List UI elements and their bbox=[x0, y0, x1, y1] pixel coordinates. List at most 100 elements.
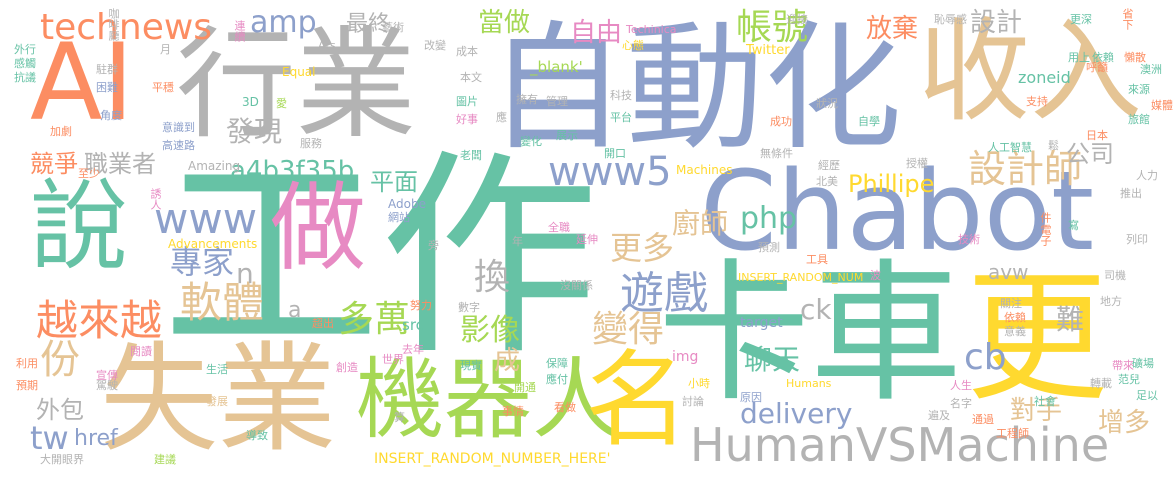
word: 無條件 bbox=[760, 147, 793, 160]
word: 轉載 bbox=[1090, 377, 1112, 390]
word: INSERT_RANDOM_NUM bbox=[738, 271, 864, 284]
word: 世界 bbox=[382, 353, 404, 366]
word: 人生 bbox=[950, 379, 972, 392]
word: 卡車 bbox=[658, 245, 962, 422]
word: delivery bbox=[740, 397, 853, 430]
word: 推出 bbox=[1120, 187, 1142, 200]
word: _blank' bbox=[530, 58, 583, 76]
word: 成功 bbox=[770, 115, 792, 128]
word: 迎接 bbox=[786, 13, 808, 26]
word: 寫 bbox=[1068, 219, 1079, 232]
word: 呼籲 bbox=[1086, 61, 1108, 74]
word: 人工智慧 bbox=[988, 141, 1032, 154]
word: www5 bbox=[548, 149, 672, 195]
word: 意識到 bbox=[162, 121, 195, 134]
word: Techinica bbox=[626, 23, 677, 36]
word: 駕駛 bbox=[96, 379, 118, 392]
word: 失業 bbox=[100, 330, 337, 468]
word: 年 bbox=[512, 235, 523, 248]
word: 影像 bbox=[460, 313, 520, 348]
word: a4b3f35b bbox=[230, 156, 355, 186]
word: 更多 bbox=[610, 229, 675, 267]
word: 放棄 bbox=[866, 14, 919, 44]
word: 延伸 bbox=[576, 233, 598, 246]
word: 收入 bbox=[918, 7, 1142, 137]
word: 省下 bbox=[1121, 8, 1134, 30]
word: 成 bbox=[494, 346, 521, 376]
word: 旅館 bbox=[1128, 113, 1150, 126]
word: 自動化 bbox=[488, 8, 903, 169]
word: target bbox=[740, 315, 783, 331]
word: 自學 bbox=[858, 115, 880, 128]
word: 份 bbox=[40, 337, 80, 383]
word: 難 bbox=[1056, 303, 1085, 336]
word: 外行 bbox=[14, 43, 36, 56]
word: 最終 bbox=[346, 12, 391, 37]
word: 努力 bbox=[410, 299, 432, 312]
word: 意義 bbox=[1004, 325, 1026, 338]
word: Ars bbox=[318, 39, 336, 52]
word: 大開眼界 bbox=[40, 453, 84, 466]
word: 看做 bbox=[554, 401, 576, 414]
word: 數字 bbox=[458, 301, 480, 314]
word: 本文 bbox=[460, 71, 482, 84]
word: Adobe bbox=[388, 197, 426, 211]
word: a bbox=[288, 298, 302, 323]
word: n bbox=[236, 257, 254, 290]
word: 帳號 bbox=[736, 7, 809, 48]
word: 做 bbox=[270, 172, 366, 284]
word: avw bbox=[988, 260, 1029, 284]
word: 說 bbox=[30, 170, 129, 284]
word: 越來越 bbox=[36, 296, 163, 345]
word: 建議 bbox=[154, 453, 176, 466]
word: 聊天 bbox=[744, 343, 801, 376]
word: 足以 bbox=[1136, 389, 1158, 402]
word: www bbox=[154, 194, 258, 243]
word: 恥辱感 bbox=[934, 13, 967, 26]
word: Amazing bbox=[188, 159, 241, 173]
word: 平面 bbox=[370, 168, 418, 196]
word: 機器人 bbox=[356, 348, 621, 451]
word: 增多 bbox=[1098, 408, 1151, 438]
word: 利用 bbox=[16, 357, 38, 370]
word: 月 bbox=[160, 43, 171, 56]
word: 網站 bbox=[388, 211, 410, 224]
word: amp bbox=[250, 5, 317, 40]
word: 對手 bbox=[1010, 396, 1063, 426]
word: 設計 bbox=[970, 8, 1023, 38]
word: 媒體 bbox=[1151, 99, 1173, 112]
word: 咖啡廳 bbox=[107, 8, 120, 41]
word: 感觸 bbox=[14, 57, 36, 70]
word: Phillipe bbox=[848, 170, 935, 198]
word: 變得 bbox=[592, 309, 665, 350]
word: 算 bbox=[394, 411, 405, 424]
word: 電子 bbox=[1039, 224, 1052, 246]
word: 用上 bbox=[1068, 51, 1090, 64]
word: 誘人 bbox=[149, 188, 162, 210]
word: 人力 bbox=[1136, 169, 1158, 182]
word: 范兒 bbox=[1118, 373, 1140, 386]
word: 生活 bbox=[206, 363, 228, 376]
word: 工具 bbox=[806, 253, 828, 266]
word: 困難 bbox=[96, 81, 118, 94]
word: 愛 bbox=[276, 97, 287, 110]
word: 發展 bbox=[206, 395, 228, 408]
word: 討論 bbox=[682, 395, 704, 408]
word: 列印 bbox=[1126, 233, 1148, 246]
word: 現實 bbox=[460, 359, 482, 372]
word: 地區 bbox=[904, 365, 926, 378]
word: 展示 bbox=[556, 129, 578, 142]
word: 抗議 bbox=[14, 71, 36, 84]
word: Humans bbox=[786, 377, 832, 390]
word: ck bbox=[800, 293, 832, 326]
word: 廚師 bbox=[672, 207, 729, 240]
word: 北美 bbox=[816, 175, 838, 188]
word: href bbox=[74, 426, 118, 451]
word: 工程師 bbox=[996, 427, 1029, 440]
word: 支持 bbox=[1026, 95, 1048, 108]
word: 當做 bbox=[478, 8, 531, 38]
word: Advancements bbox=[168, 237, 258, 251]
word: 駐群 bbox=[96, 63, 118, 76]
word: 原因 bbox=[740, 391, 762, 404]
